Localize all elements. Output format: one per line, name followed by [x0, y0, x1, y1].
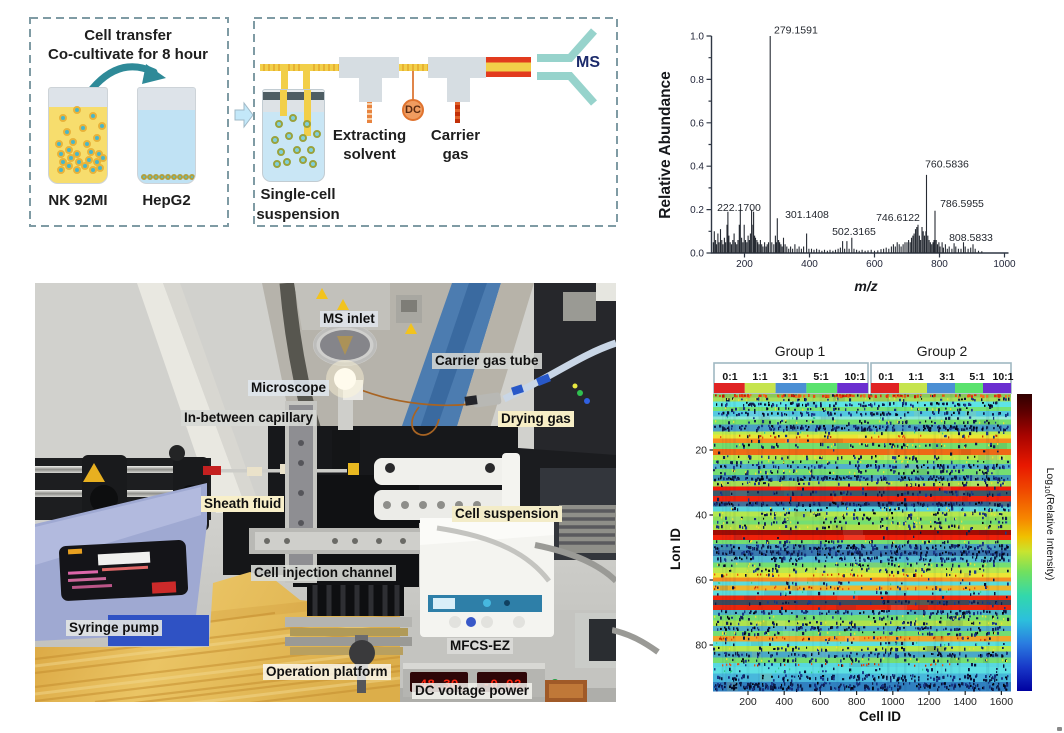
svg-text:279.1591: 279.1591 [774, 25, 818, 37]
svg-text:301.1408: 301.1408 [785, 209, 829, 221]
svg-text:400: 400 [801, 259, 818, 270]
svg-text:0.8: 0.8 [690, 75, 704, 86]
svg-text:760.5836: 760.5836 [925, 159, 969, 171]
svg-text:Log10(Relative Intensity): Log10(Relative Intensity) [1043, 468, 1056, 581]
svg-text:800: 800 [848, 696, 866, 708]
svg-text:502.3165: 502.3165 [832, 226, 876, 238]
svg-text:Relative Abundance: Relative Abundance [657, 71, 674, 219]
svg-text:0.2: 0.2 [690, 205, 704, 216]
svg-text:1600: 1600 [990, 696, 1014, 708]
svg-text:1200: 1200 [917, 696, 941, 708]
svg-text:800: 800 [931, 259, 948, 270]
svg-text:Cell ID: Cell ID [859, 709, 901, 724]
svg-text:60: 60 [695, 575, 707, 587]
svg-text:1000: 1000 [881, 696, 905, 708]
svg-text:m/z: m/z [854, 278, 877, 294]
svg-text:Lon ID: Lon ID [668, 528, 683, 570]
svg-text:0.0: 0.0 [690, 249, 704, 260]
svg-text:1.0: 1.0 [690, 32, 704, 43]
svg-text:0:1: 0:1 [722, 371, 737, 383]
svg-text:200: 200 [736, 259, 753, 270]
svg-text:1:1: 1:1 [908, 371, 923, 383]
svg-text:200: 200 [739, 696, 757, 708]
svg-text:80: 80 [695, 640, 707, 652]
svg-text:0.4: 0.4 [690, 162, 704, 173]
svg-text:40: 40 [695, 510, 707, 522]
svg-text:5:1: 5:1 [969, 371, 984, 383]
svg-text:600: 600 [866, 259, 883, 270]
svg-text:0:1: 0:1 [878, 371, 893, 383]
svg-text:1400: 1400 [954, 696, 978, 708]
svg-text:808.5833: 808.5833 [949, 232, 993, 244]
svg-text:5:1: 5:1 [813, 371, 828, 383]
svg-text:786.5955: 786.5955 [940, 198, 984, 210]
svg-text:1000: 1000 [993, 259, 1016, 270]
svg-text:1:1: 1:1 [752, 371, 767, 383]
svg-text:3:1: 3:1 [782, 371, 797, 383]
svg-text:Group 1: Group 1 [775, 343, 826, 359]
svg-text:20: 20 [695, 445, 707, 457]
svg-text:400: 400 [775, 696, 793, 708]
svg-text:0.6: 0.6 [690, 118, 704, 129]
svg-text:10:1: 10:1 [992, 371, 1013, 383]
svg-text:222.1700: 222.1700 [717, 202, 761, 214]
svg-text:10:1: 10:1 [844, 371, 865, 383]
svg-text:600: 600 [812, 696, 830, 708]
svg-text:Group 2: Group 2 [917, 343, 968, 359]
svg-text:3:1: 3:1 [939, 371, 954, 383]
svg-text:746.6122: 746.6122 [876, 212, 920, 224]
